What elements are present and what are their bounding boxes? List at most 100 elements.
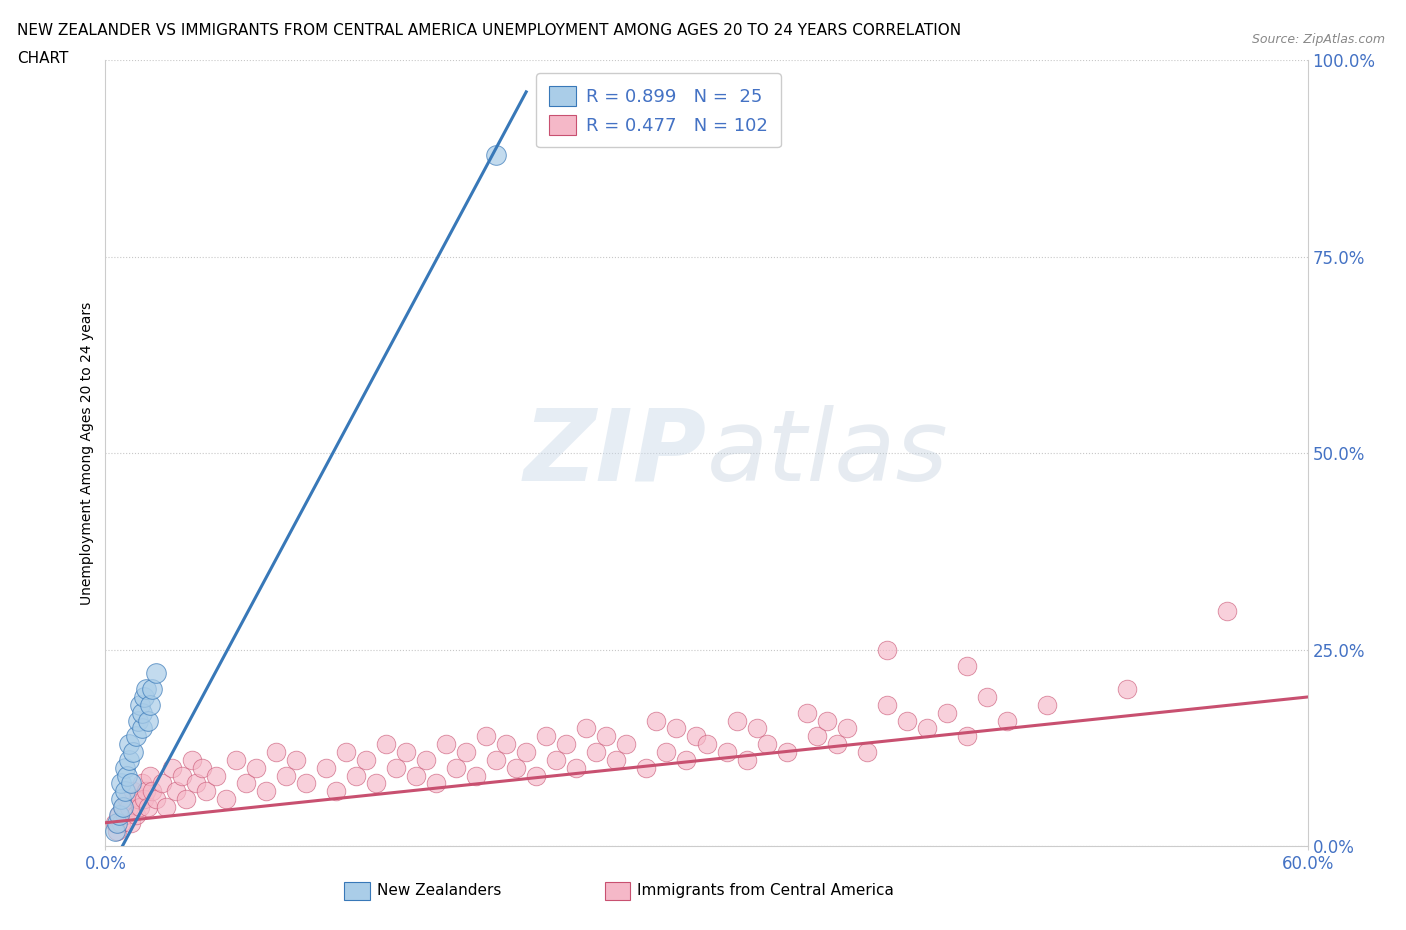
Point <box>645 713 668 728</box>
Point <box>434 737 457 751</box>
Point <box>110 816 132 830</box>
Point <box>112 800 135 815</box>
Point <box>716 745 738 760</box>
Point <box>128 698 150 712</box>
Point <box>108 807 131 822</box>
Point <box>136 713 159 728</box>
Point <box>745 721 768 736</box>
Point <box>124 729 146 744</box>
Point <box>132 689 155 704</box>
Point <box>127 791 149 806</box>
Point <box>225 752 247 767</box>
Point <box>825 737 848 751</box>
Point <box>184 776 207 790</box>
Point <box>796 705 818 720</box>
Point <box>696 737 718 751</box>
Point <box>284 752 307 767</box>
Point <box>174 791 197 806</box>
Point <box>425 776 447 790</box>
Text: Immigrants from Central America: Immigrants from Central America <box>637 884 894 898</box>
Point <box>595 729 617 744</box>
Point <box>515 745 537 760</box>
Point <box>132 791 155 806</box>
Point <box>122 784 145 799</box>
Text: New Zealanders: New Zealanders <box>377 884 501 898</box>
Text: NEW ZEALANDER VS IMMIGRANTS FROM CENTRAL AMERICA UNEMPLOYMENT AMONG AGES 20 TO 2: NEW ZEALANDER VS IMMIGRANTS FROM CENTRAL… <box>17 23 960 38</box>
Point <box>136 800 159 815</box>
Point <box>565 761 588 776</box>
Point <box>145 791 167 806</box>
Point <box>110 791 132 806</box>
Point <box>138 698 160 712</box>
Point <box>835 721 858 736</box>
Point <box>725 713 748 728</box>
Point <box>121 776 143 790</box>
Point <box>344 768 367 783</box>
Point <box>444 761 467 776</box>
Point <box>936 705 959 720</box>
Point <box>405 768 427 783</box>
Point <box>107 823 129 838</box>
Point <box>254 784 277 799</box>
Point <box>465 768 488 783</box>
Point <box>104 816 127 830</box>
Point <box>616 737 638 751</box>
Point <box>524 768 547 783</box>
Point <box>117 791 139 806</box>
Point <box>110 776 132 790</box>
Point <box>755 737 778 751</box>
Point <box>118 752 141 767</box>
Point <box>138 768 160 783</box>
Point <box>735 752 758 767</box>
Point <box>141 682 163 697</box>
Point <box>876 698 898 712</box>
Point <box>135 682 157 697</box>
Point <box>180 752 202 767</box>
Point <box>264 745 287 760</box>
Point <box>636 761 658 776</box>
Point <box>575 721 598 736</box>
Point <box>585 745 607 760</box>
Point <box>1216 604 1239 618</box>
Text: atlas: atlas <box>707 405 948 502</box>
Point <box>685 729 707 744</box>
Point <box>135 784 157 799</box>
Point <box>315 761 337 776</box>
Point <box>204 768 226 783</box>
Point <box>475 729 498 744</box>
Point <box>385 761 408 776</box>
Legend: R = 0.899   N =  25, R = 0.477   N = 102: R = 0.899 N = 25, R = 0.477 N = 102 <box>536 73 780 148</box>
Point <box>114 807 136 822</box>
Point <box>295 776 318 790</box>
Point <box>675 752 697 767</box>
Point <box>114 784 136 799</box>
Point <box>274 768 297 783</box>
Point <box>122 745 145 760</box>
Point <box>107 816 129 830</box>
Point <box>118 737 141 751</box>
Point <box>896 713 918 728</box>
Point <box>1116 682 1139 697</box>
Point <box>118 800 141 815</box>
Point <box>141 784 163 799</box>
Point <box>128 800 150 815</box>
Point <box>170 768 193 783</box>
Point <box>374 737 398 751</box>
Point <box>495 737 517 751</box>
Point <box>364 776 387 790</box>
Point <box>335 745 357 760</box>
Point <box>995 713 1018 728</box>
Point <box>104 823 127 838</box>
Point <box>165 784 187 799</box>
Point <box>655 745 678 760</box>
Point <box>160 761 183 776</box>
Point <box>127 713 149 728</box>
Point <box>124 807 146 822</box>
Point <box>150 776 173 790</box>
Point <box>245 761 267 776</box>
Point <box>112 800 135 815</box>
Point <box>876 643 898 658</box>
Point <box>605 752 627 767</box>
Text: Source: ZipAtlas.com: Source: ZipAtlas.com <box>1251 33 1385 46</box>
Y-axis label: Unemployment Among Ages 20 to 24 years: Unemployment Among Ages 20 to 24 years <box>80 301 94 605</box>
